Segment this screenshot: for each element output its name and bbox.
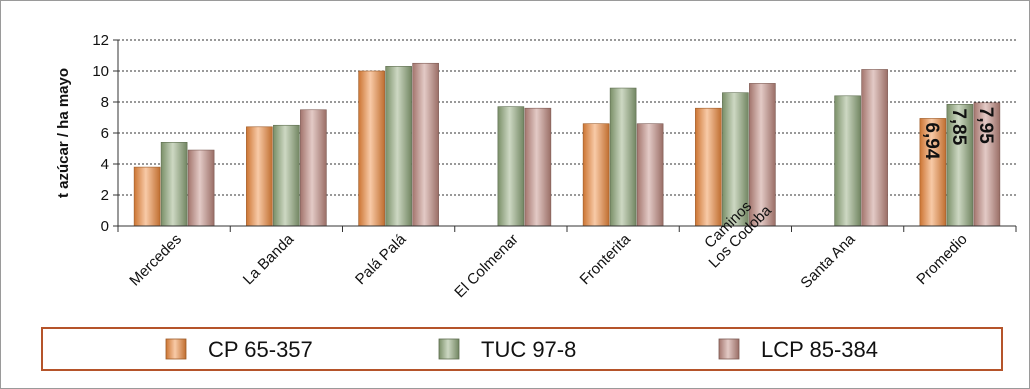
y-tick-label: 0 [101,218,109,235]
y-tick-label: 6 [101,125,109,142]
bar [919,118,947,227]
bar [636,123,664,227]
bar [385,66,412,227]
y-tick-label: 4 [101,156,109,173]
x-tick-label: Promedio [913,231,970,288]
bar [160,142,188,227]
y-axis-label: t azúcar / ha mayo [55,68,72,198]
bar [358,70,385,227]
bar [722,92,749,227]
legend-swatch [165,338,187,360]
y-tick-label: 10 [92,63,109,80]
x-tick-label: Santa Ana [797,230,858,291]
bar [609,87,637,227]
bar [749,83,776,227]
legend-label: LCP 85-384 [761,337,878,362]
bars [133,62,1001,227]
y-tick-label: 8 [101,94,109,111]
bar [861,69,888,227]
data-labels: 6,94 7,85 7,95 [921,107,996,160]
legend: CP 65-357 TUC 97-8 LCP 85-384 [41,327,1003,371]
y-tick-label: 2 [101,187,109,204]
bar [412,62,439,227]
x-tick-label: La Banda [240,230,298,288]
x-tick-label: Mercedes [126,231,185,290]
bar [973,102,1001,227]
bar [834,95,861,227]
legend-label: CP 65-357 [208,337,313,362]
data-label: 7,85 [948,108,969,145]
data-label: 7,95 [975,107,996,144]
bar [946,104,974,227]
bar [695,107,722,227]
bar [497,106,525,227]
bar [300,109,327,227]
bar [133,166,161,227]
bar [524,107,552,227]
legend-label: TUC 97-8 [481,337,576,362]
y-axis: 0 2 4 6 8 10 12 t azúcar / ha mayo [55,32,119,235]
data-label: 6,94 [921,122,942,159]
bar [187,149,215,227]
x-tick-label: Palá Palá [352,230,410,288]
legend-swatch [718,338,740,360]
legend-box [41,327,1003,371]
bar [246,126,273,227]
x-tick-label: Fronterita [577,230,635,288]
y-tick-label: 12 [92,32,109,49]
bar [582,123,610,227]
x-tick-label: El Colmenar [451,231,521,301]
legend-swatch [438,338,460,360]
bar [273,124,300,227]
